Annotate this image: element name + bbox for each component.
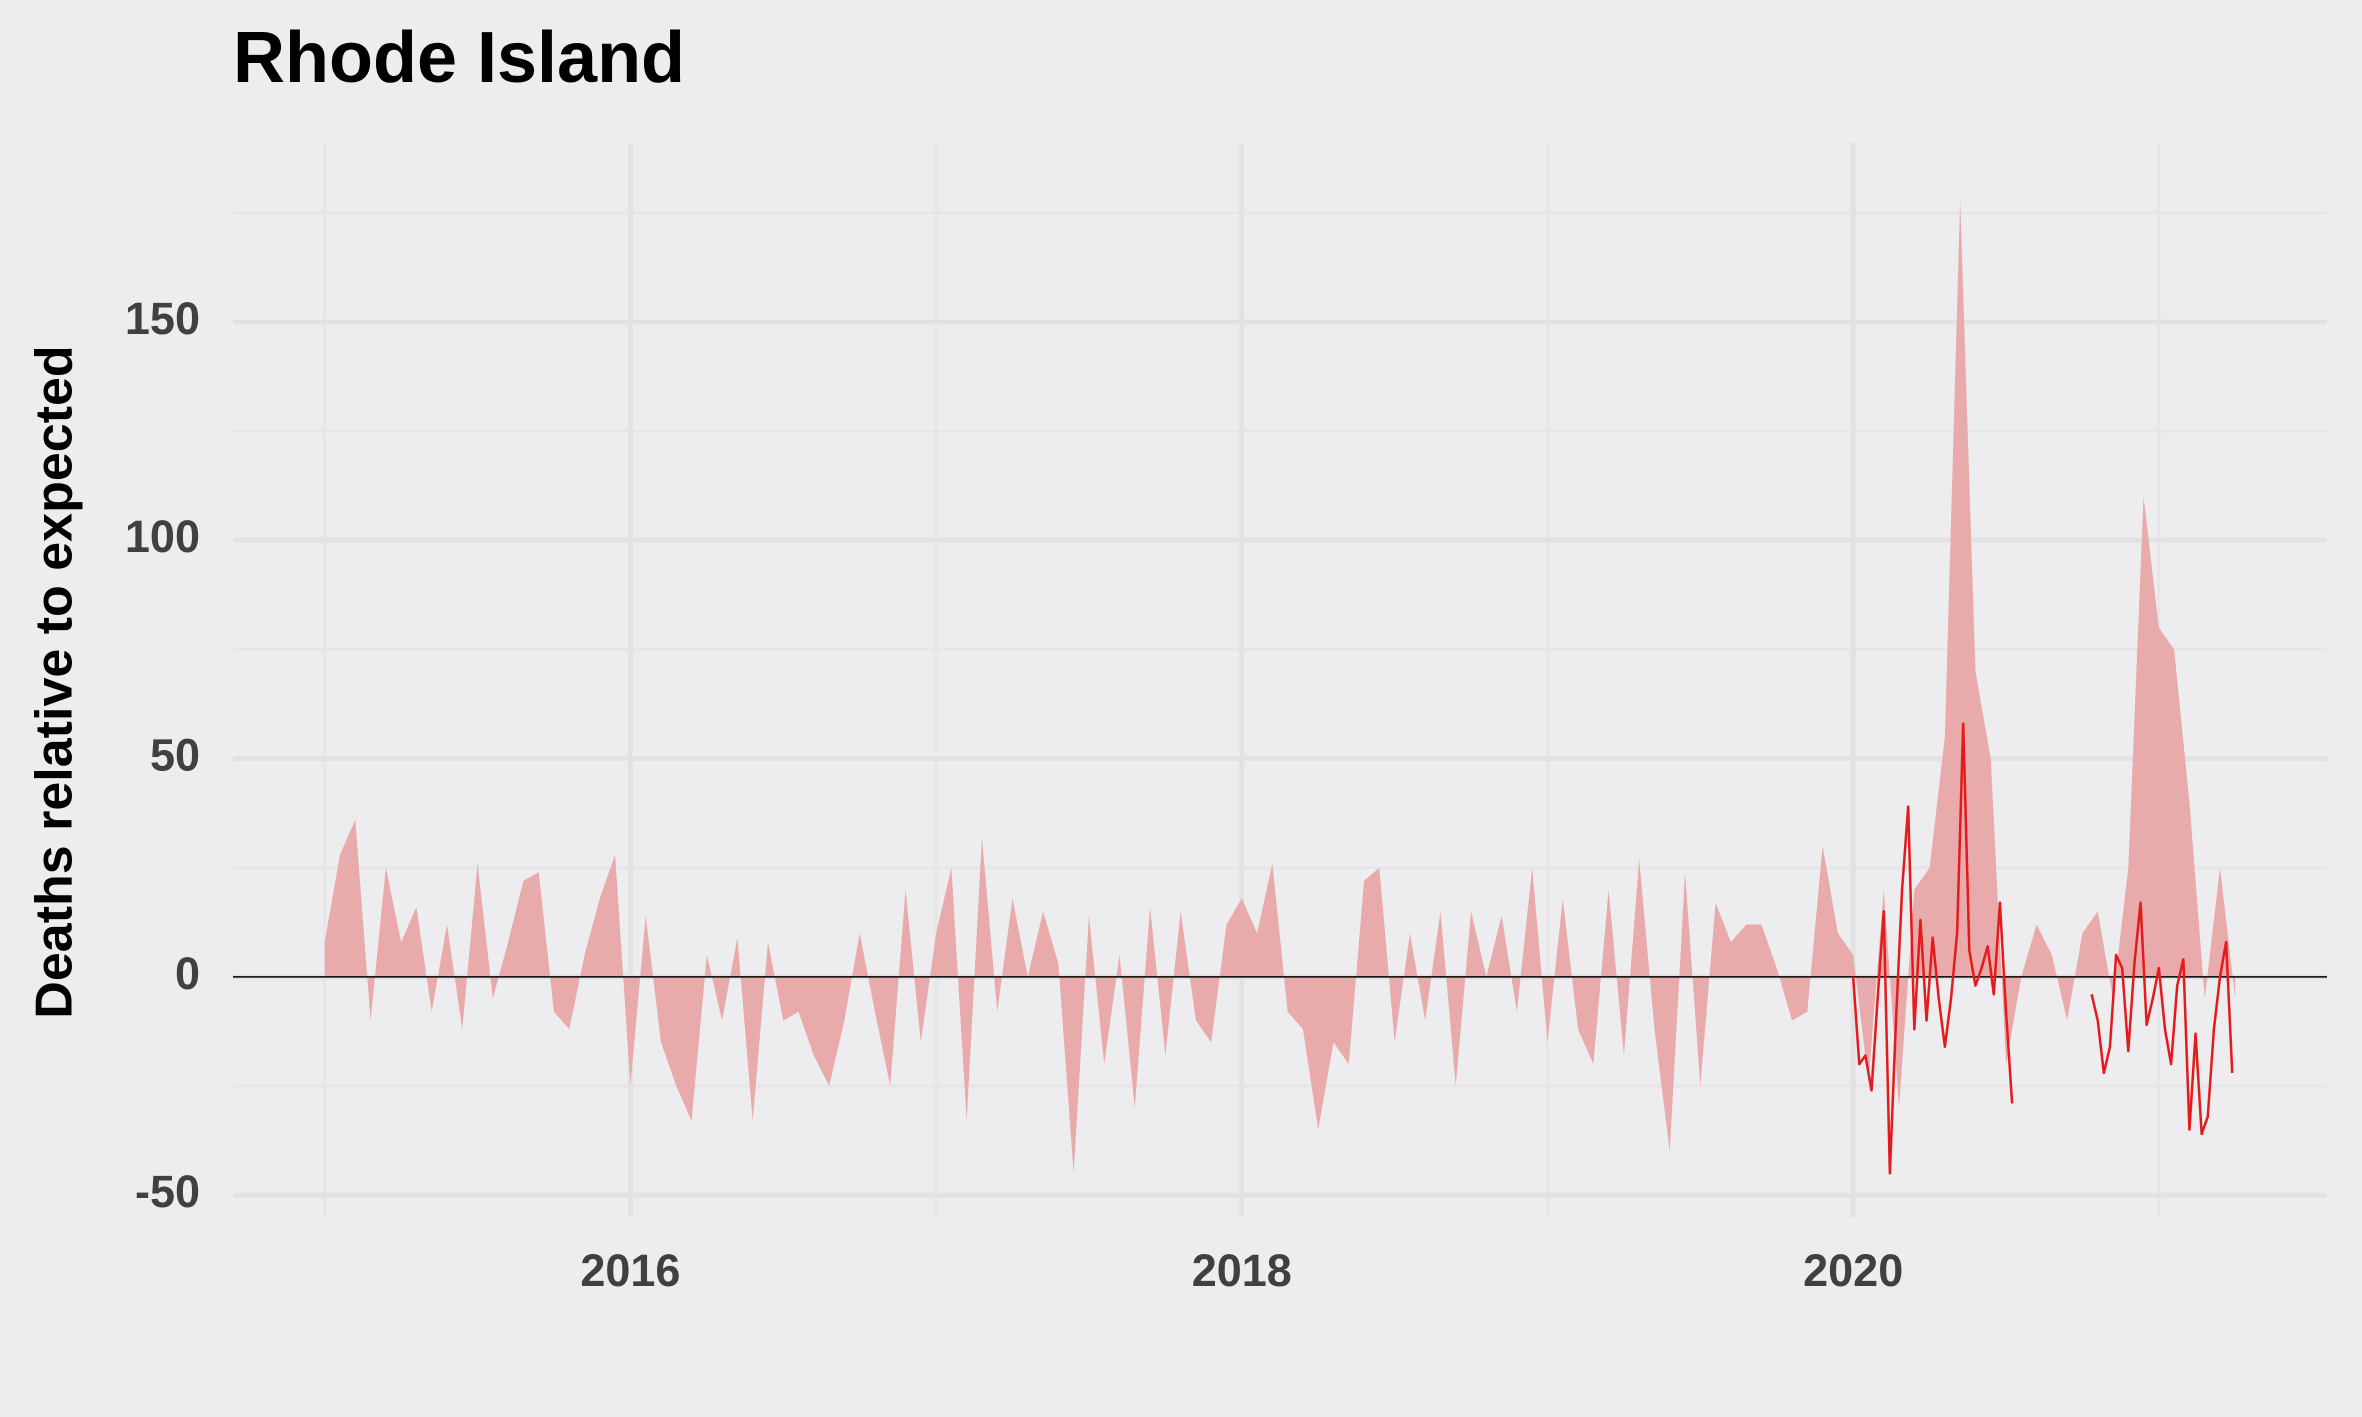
x-tick-label: 2018 [1192,1245,1292,1296]
line [1851,722,2014,1175]
area [324,199,2236,1174]
chart-title: Rhode Island [233,18,685,98]
y-tick-label: 150 [125,293,200,344]
y-tick-label: 0 [175,948,200,999]
line [2090,901,2234,1136]
y-tick-label: 100 [125,511,200,562]
x-tick-label: 2016 [580,1245,680,1296]
x-tick-label: 2020 [1803,1245,1903,1296]
y-tick-label: 50 [150,729,200,780]
y-tick-label: -50 [135,1166,200,1217]
y-axis-label: Deaths relative to expected [26,345,84,1018]
